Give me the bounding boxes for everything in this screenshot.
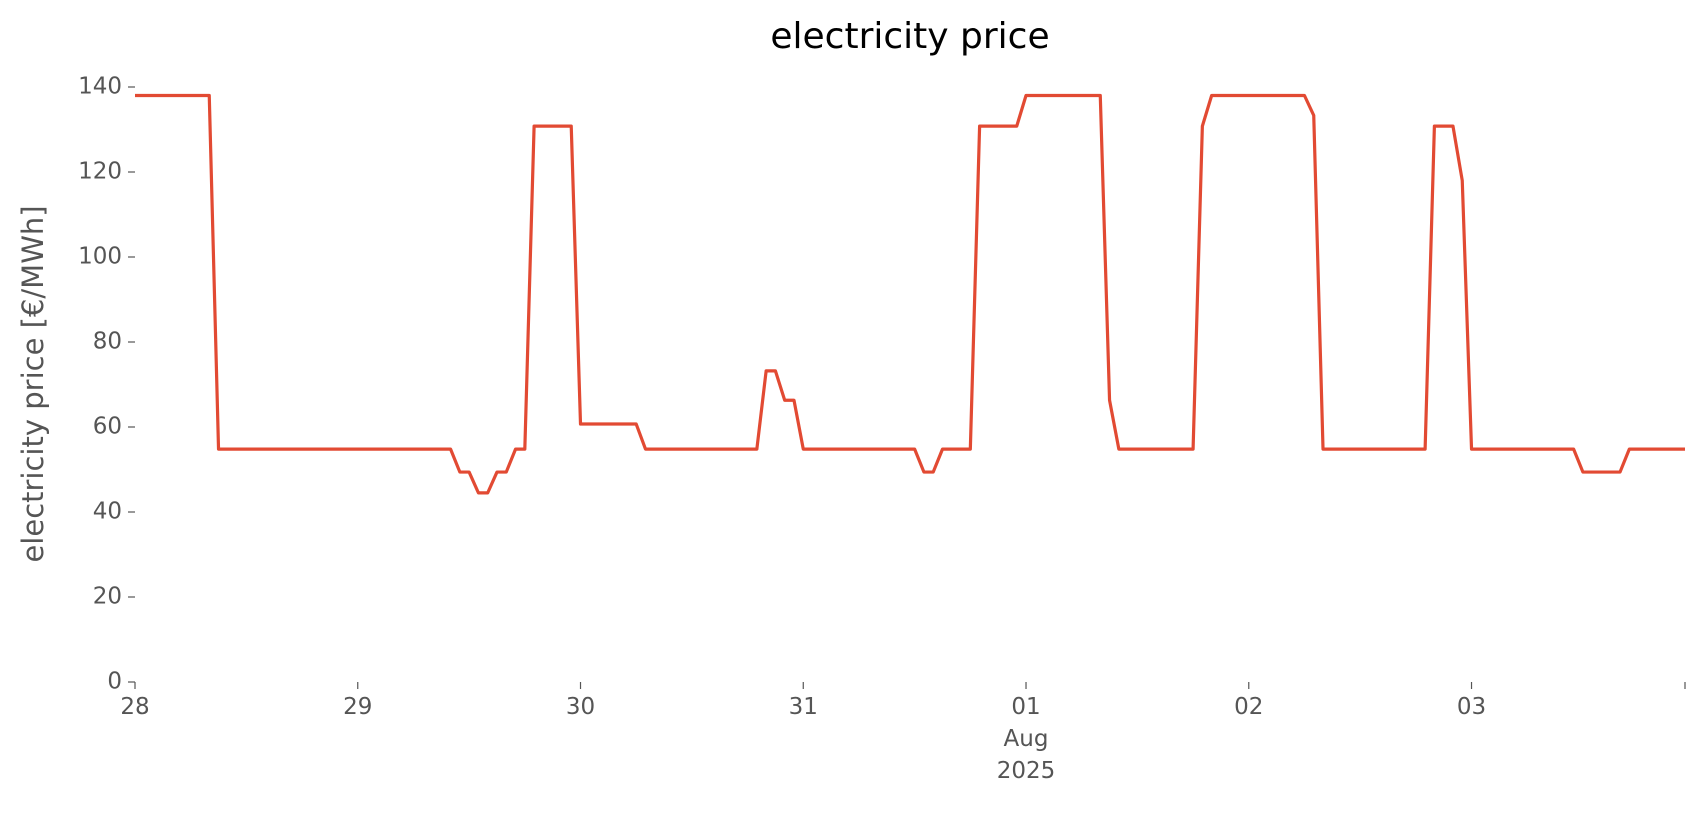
y-tick-label: 100: [78, 244, 122, 270]
x-axis-label: 2025: [997, 758, 1056, 784]
chart-title: electricity price: [770, 16, 1049, 57]
x-tick-label: 02: [1234, 694, 1263, 720]
x-tick-label: 31: [789, 694, 818, 720]
x-tick-label: 30: [566, 694, 595, 720]
x-axis-label: Aug: [1004, 726, 1049, 752]
y-tick-label: 20: [93, 584, 122, 610]
price-line: [135, 93, 1685, 495]
y-axis-label: electricity price [€/MWh]: [16, 205, 50, 562]
x-tick-label: 03: [1457, 694, 1486, 720]
y-tick-label: 60: [93, 414, 122, 440]
y-tick-label: 40: [93, 499, 122, 525]
y-tick-label: 80: [93, 329, 122, 355]
x-tick-label: 29: [343, 694, 372, 720]
y-tick-label: 120: [78, 159, 122, 185]
x-tick-label: 28: [120, 694, 149, 720]
x-tick-label: 01: [1011, 694, 1040, 720]
y-tick-label: 0: [107, 669, 122, 695]
y-tick-label: 140: [78, 74, 122, 100]
